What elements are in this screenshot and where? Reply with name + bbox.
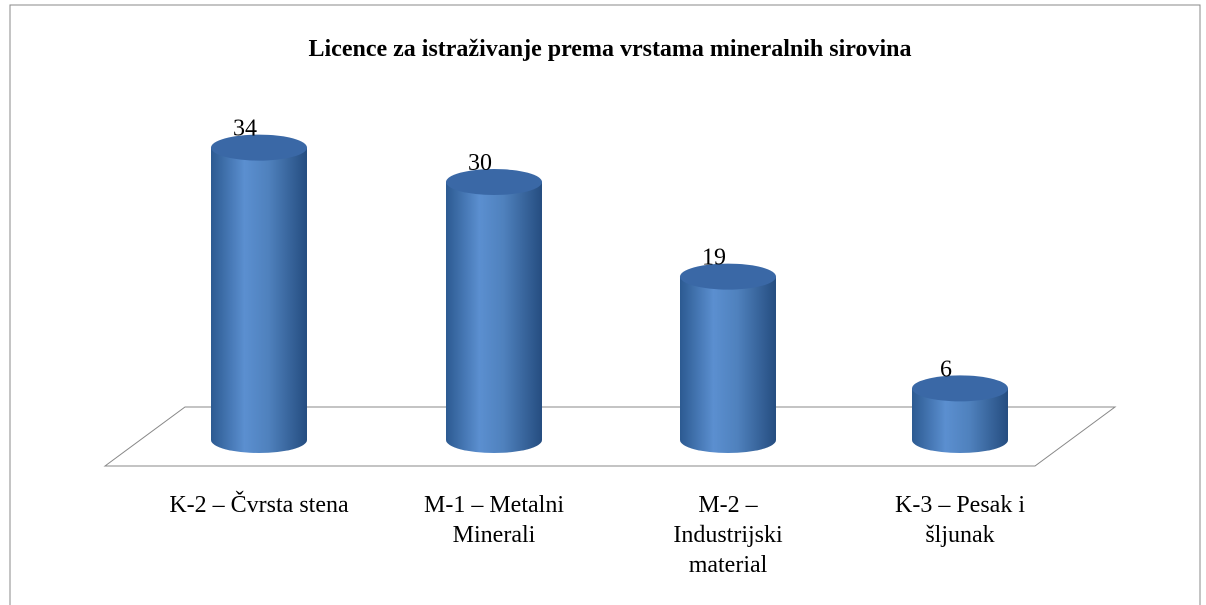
value-label: 19: [702, 245, 726, 271]
floor: [103, 406, 1117, 467]
frame: [9, 4, 1201, 605]
bar-top: [211, 134, 307, 161]
bar-top: [680, 263, 776, 290]
value-label: 6: [940, 356, 952, 382]
bar: [446, 182, 542, 453]
x-tick-label: M-1 – Metalni Minerali: [424, 492, 564, 548]
x-tick-label: M-2 – Industrijski material: [673, 492, 783, 578]
bar: [211, 147, 307, 453]
bar: [912, 388, 1008, 453]
chart-title: Licence za istraživanje prema vrstama mi…: [308, 36, 911, 62]
bar: [680, 276, 776, 453]
value-label: 30: [468, 150, 492, 176]
bar-top: [446, 169, 542, 195]
x-tick-label: K-2 – Čvrsta stena: [169, 492, 349, 518]
value-label: 34: [233, 116, 257, 142]
x-tick-label: K-3 – Pesak i šljunak: [895, 492, 1025, 548]
bar-top: [912, 375, 1008, 402]
